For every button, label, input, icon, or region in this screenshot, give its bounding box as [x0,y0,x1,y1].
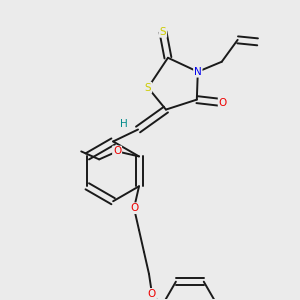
Text: O: O [148,289,156,299]
Text: N: N [194,67,202,77]
Text: O: O [113,146,121,156]
Text: S: S [160,27,166,37]
Text: S: S [145,83,151,93]
Text: O: O [219,98,227,108]
Text: O: O [130,203,138,213]
Text: H: H [120,118,128,128]
